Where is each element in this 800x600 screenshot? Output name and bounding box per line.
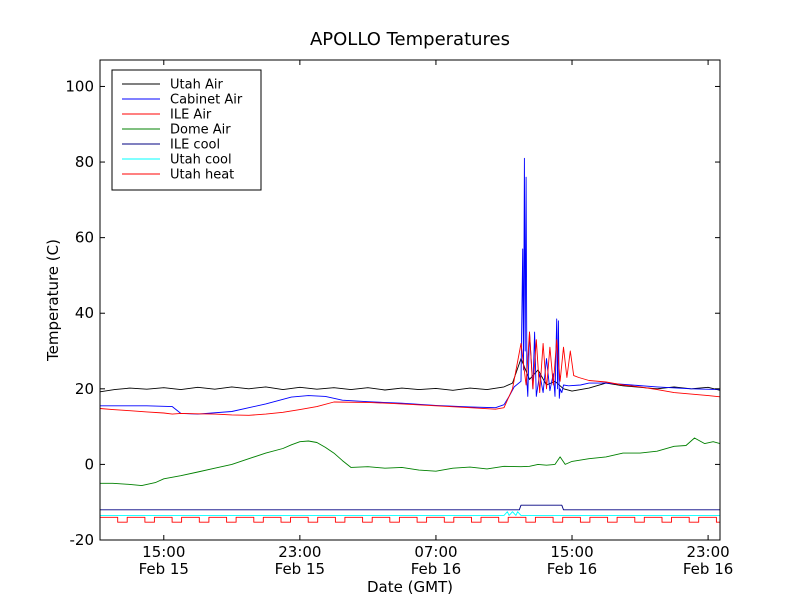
series-layer — [100, 157, 720, 523]
series-line-dome-air — [100, 437, 720, 487]
chart-title: APOLLO Temperatures — [310, 29, 510, 50]
x-tick-label-time: 15:00 — [142, 543, 185, 561]
x-tick-label-date: Feb 16 — [411, 560, 461, 578]
y-tick-label: 100 — [65, 77, 94, 95]
x-tick-label-date: Feb 16 — [683, 560, 733, 578]
legend-label-utah-cool: Utah cool — [170, 153, 232, 168]
legend-label-ile-air: ILE Air — [170, 108, 212, 123]
x-tick-label-time: 15:00 — [550, 543, 593, 561]
y-tick-label: 80 — [75, 153, 94, 171]
legend-label-utah-air: Utah Air — [170, 78, 223, 93]
series-line-ile-cool — [100, 504, 720, 511]
y-tick-label: 20 — [75, 380, 94, 398]
x-tick-label-time: 07:00 — [414, 543, 457, 561]
y-axis-label: Temperature (C) — [44, 239, 62, 362]
x-tick-label-date: Feb 15 — [275, 560, 325, 578]
legend-box — [111, 69, 262, 191]
y-tick-label: 40 — [75, 304, 94, 322]
series-line-utah-heat — [100, 516, 720, 523]
x-tick-label-time: 23:00 — [278, 543, 321, 561]
x-tick-label-time: 23:00 — [686, 543, 729, 561]
legend-label-ile-cool: ILE cool — [170, 138, 220, 153]
legend-label-cabinet-air: Cabinet Air — [170, 93, 243, 108]
x-axis-label: Date (GMT) — [367, 578, 453, 596]
series-line-cabinet-air — [100, 157, 720, 415]
legend-label-utah-heat: Utah heat — [170, 168, 234, 183]
x-tick-label-date: Feb 16 — [547, 560, 597, 578]
series-line-utah-cool — [100, 511, 720, 516]
y-tick-label: 60 — [75, 229, 94, 247]
legend-label-dome-air: Dome Air — [170, 123, 231, 138]
x-tick-label-date: Feb 15 — [139, 560, 189, 578]
y-tick-label: 0 — [84, 455, 94, 473]
series-line-ile-air — [100, 331, 720, 416]
plot-frame — [99, 59, 721, 541]
y-tick-label: -20 — [70, 531, 95, 549]
